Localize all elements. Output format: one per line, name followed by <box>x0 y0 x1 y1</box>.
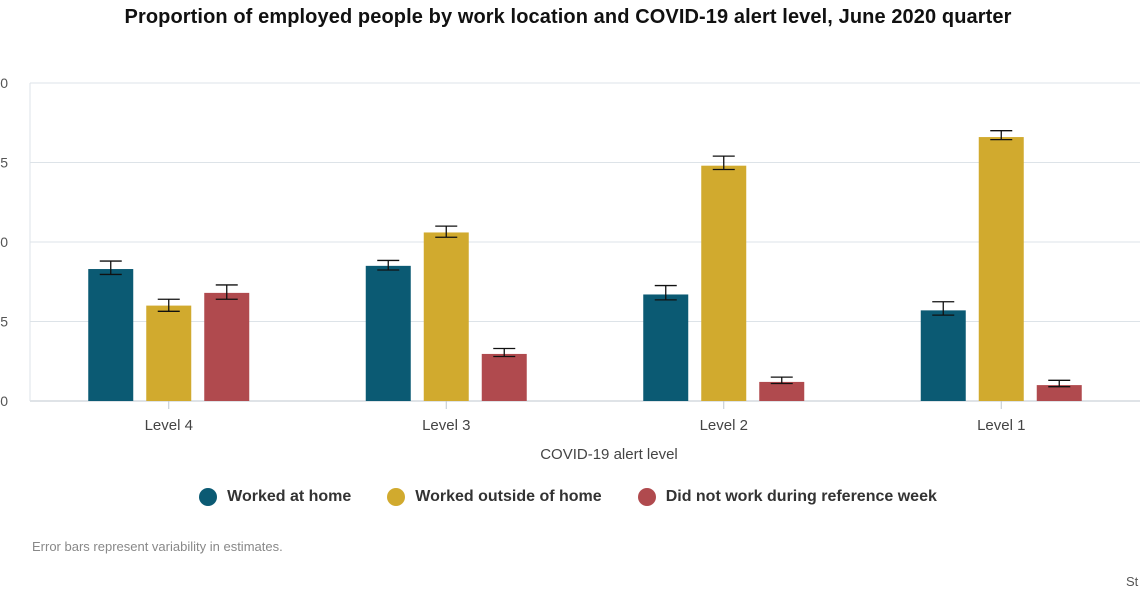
bar <box>920 310 966 401</box>
bar-chart: 0 5 0 5 0 Level 4 Level 3 Level 2 Level 1 COVID… <box>0 75 1140 463</box>
y-tick-label: 0 <box>0 234 8 250</box>
legend-item-worked-at-home[interactable]: Worked at home <box>199 488 351 506</box>
y-tick-labels: 0 5 0 5 0 <box>0 75 8 409</box>
x-axis-label: COVID-19 alert level <box>540 446 678 463</box>
legend-label: Worked outside of home <box>415 488 602 505</box>
y-tick-label: 0 <box>0 75 8 91</box>
legend-item-worked-outside-of-home[interactable]: Worked outside of home <box>387 488 602 506</box>
bar <box>759 381 805 401</box>
error-bars <box>99 130 1071 388</box>
y-tick-label: 5 <box>0 155 8 171</box>
chart-title: Proportion of employed people by work lo… <box>124 6 1012 28</box>
legend-item-did-not-work[interactable]: Did not work during reference week <box>637 488 937 506</box>
bar <box>978 137 1024 401</box>
y-tick-label: 5 <box>0 314 8 330</box>
grid-lines <box>29 82 1140 402</box>
x-tick-label: Level 4 <box>145 417 193 434</box>
x-axis: Level 4 Level 3 Level 2 Level 1 <box>145 401 1025 434</box>
bar <box>88 269 134 401</box>
legend-swatch <box>387 488 406 506</box>
legend-swatch <box>637 488 656 506</box>
legend-label: Worked at home <box>227 488 352 505</box>
bar <box>365 265 411 401</box>
bar <box>701 165 747 401</box>
bar <box>1036 385 1082 401</box>
bar <box>423 232 469 401</box>
x-tick-label: Level 1 <box>977 417 1025 434</box>
bar <box>146 305 192 401</box>
footnote: Error bars represent variability in esti… <box>32 539 283 554</box>
x-tick-label: Level 3 <box>422 417 470 434</box>
bar <box>643 294 689 401</box>
legend: Worked at home Worked outside of home Di… <box>0 488 1136 506</box>
legend-label: Did not work during reference week <box>665 488 937 505</box>
x-tick-label: Level 2 <box>700 417 748 434</box>
bars <box>88 137 1082 401</box>
bar <box>204 292 250 401</box>
y-tick-label: 0 <box>0 393 8 409</box>
bar <box>481 353 527 401</box>
source-text: St <box>1126 574 1139 589</box>
legend-swatch <box>199 488 218 506</box>
